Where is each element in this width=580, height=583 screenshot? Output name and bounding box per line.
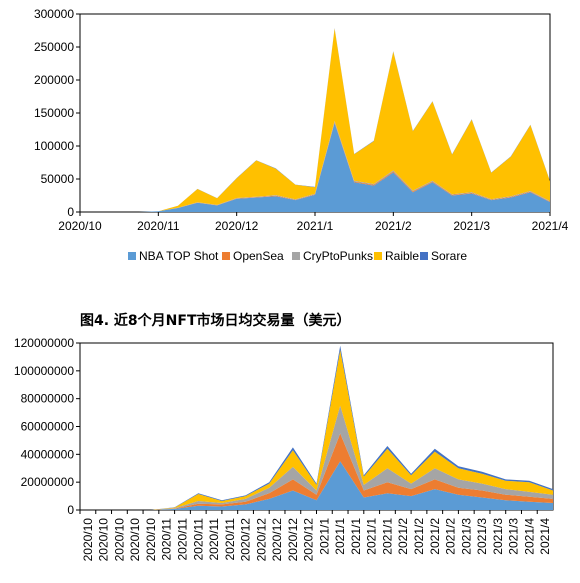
chart-title: 图4. 近8个月NFT市场日均交易量（美元） (80, 312, 351, 329)
x-tick-label: 2020/10 (112, 518, 126, 562)
legend-label-sorare: Sorare (431, 249, 467, 263)
x-tick-label: 2020/11 (160, 518, 174, 561)
x-tick-label: 2021/4 (532, 219, 569, 233)
x-tick-label: 2020/10 (97, 518, 111, 562)
x-tick-label: 2021/3 (507, 518, 521, 555)
x-tick-label: 2020/12 (270, 518, 284, 562)
x-tick-label: 2020/11 (207, 518, 221, 561)
series-area-nba-top-shot (80, 461, 553, 510)
legend-swatch-nba-top-shot (128, 252, 136, 260)
x-tick-label: 2021/3 (491, 518, 505, 555)
x-tick-label: 2020/12 (302, 518, 316, 562)
y-tick-label: 100000000 (14, 364, 74, 378)
x-tick-label: 2020/12 (215, 219, 259, 233)
x-tick-label: 2021/2 (375, 219, 412, 233)
x-tick-label: 2020/10 (144, 518, 158, 562)
y-tick-label: 20000000 (21, 475, 75, 489)
legend-label-nba-top-shot: NBA TOP Shot (139, 249, 219, 263)
x-tick-label: 2021/1 (317, 518, 331, 555)
x-tick-label: 2021/4 (522, 518, 536, 555)
y-tick-label: 40000000 (21, 447, 75, 461)
y-tick-label: 100000 (34, 139, 74, 153)
chart-top: 0 50000 100000 150000 200000 250000 300000 2020… (34, 7, 569, 263)
y-tick-label: 80000000 (21, 392, 75, 406)
x-tick-label: 2020/10 (128, 518, 142, 562)
x-tick-label: 2021/2 (412, 518, 426, 555)
x-tick-label: 2021/1 (380, 518, 394, 555)
series-area-opensea (80, 433, 553, 510)
legend-swatch-raible (374, 252, 382, 260)
x-tick-label: 2020/11 (191, 518, 205, 561)
x-tick-label: 2021/1 (333, 518, 347, 555)
x-tick-label: 2021/3 (459, 518, 473, 555)
x-tick-label: 2021/3 (453, 219, 490, 233)
legend-swatch-sorare (420, 252, 428, 260)
x-tick-label: 2020/11 (137, 219, 180, 233)
y-tick-label: 250000 (34, 40, 74, 54)
y-tick-label: 50000 (41, 172, 75, 186)
y-tick-label: 120000000 (14, 336, 74, 350)
legend-swatch-cryptopunks (292, 252, 300, 260)
x-tick-label: 2021/4 (538, 518, 552, 555)
y-tick-label: 60000000 (21, 420, 75, 434)
x-tick-label: 2020/11 (176, 518, 190, 561)
x-tick-label: 2020/10 (81, 518, 95, 562)
x-tick-label: 2021/3 (475, 518, 489, 555)
x-tick-label: 2021/1 (349, 518, 363, 555)
x-tick-label: 2020/12 (254, 518, 268, 562)
y-tick-label: 150000 (34, 106, 74, 120)
x-tick-label: 2020/12 (286, 518, 300, 562)
x-tick-label: 2021/2 (444, 518, 458, 555)
y-tick-label: 200000 (34, 73, 74, 87)
y-tick-label: 300000 (34, 7, 74, 21)
x-tick-label: 2021/1 (365, 518, 379, 555)
y-tick-label: 0 (67, 503, 74, 517)
series-area-nba-top-shot (80, 122, 550, 212)
x-tick-label: 2020/12 (239, 518, 253, 562)
legend-label-opensea: OpenSea (233, 249, 284, 263)
y-tick-label: 0 (67, 205, 74, 219)
x-tick-label: 2020/11 (223, 518, 237, 561)
x-tick-label: 2021/2 (428, 518, 442, 555)
x-tick-label: 2021/2 (396, 518, 410, 555)
x-tick-label: 2021/1 (297, 219, 334, 233)
series-area-raible (80, 28, 550, 212)
legend-swatch-opensea (222, 252, 230, 260)
legend-label-cryptopunks: CryPtoPunks (303, 249, 373, 263)
x-tick-label: 2020/10 (58, 219, 102, 233)
chart-bottom: 图4. 近8个月NFT市场日均交易量（美元） 0 20000000 40000000 6… (14, 312, 554, 562)
legend-label-raible: Raible (385, 249, 419, 263)
